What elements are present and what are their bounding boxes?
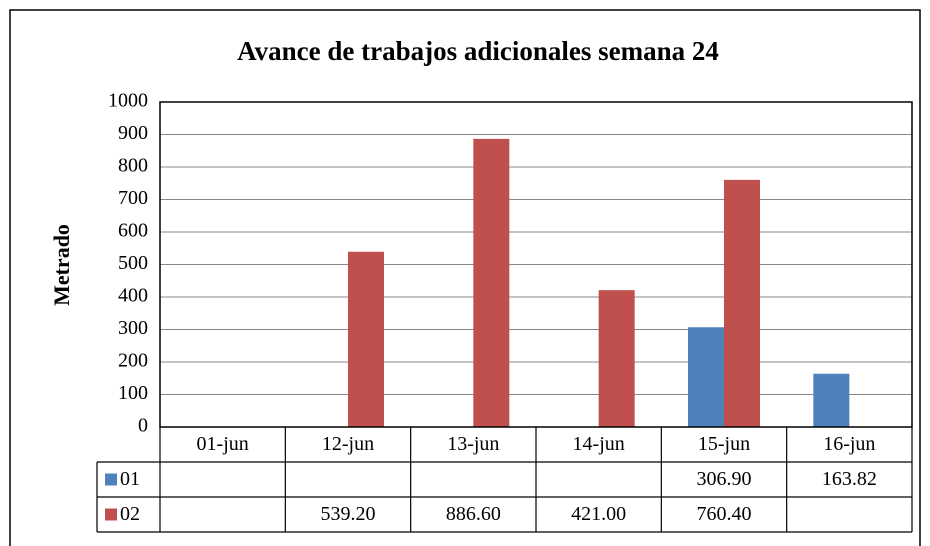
bar	[473, 138, 510, 428]
data-label: 760.40	[697, 503, 752, 525]
y-tick-label: 500	[118, 252, 148, 274]
x-tick-label: 13-jun	[447, 433, 499, 455]
bar	[813, 373, 850, 427]
x-tick-label: 15-jun	[698, 433, 750, 455]
chart-title: Avance de trabajos adicionales semana 24	[237, 36, 719, 66]
data-label: 886.60	[446, 503, 501, 525]
chart-border	[9, 9, 921, 546]
data-label: 163.82	[822, 468, 877, 490]
legend-label: 02	[120, 503, 140, 525]
y-tick-label: 900	[118, 122, 148, 144]
y-tick-label: 400	[118, 285, 148, 307]
data-label: 421.00	[571, 503, 626, 525]
legend-swatch	[105, 508, 117, 521]
y-tick-label: 300	[118, 317, 148, 339]
y-tick-label: 100	[118, 382, 148, 404]
bar	[688, 327, 724, 427]
bar	[724, 179, 760, 427]
y-tick-label: 800	[118, 155, 148, 177]
legend-swatch	[105, 473, 117, 486]
bar	[348, 251, 384, 427]
y-tick-label: 200	[118, 350, 148, 372]
x-tick-label: 16-jun	[823, 433, 875, 455]
data-label: 306.90	[697, 468, 752, 490]
y-axis-label: Metrado	[49, 224, 74, 306]
legend-label: 01	[120, 468, 140, 490]
x-tick-label: 12-jun	[322, 433, 374, 455]
x-tick-label: 14-jun	[573, 433, 625, 455]
y-tick-label: 700	[118, 187, 148, 209]
y-tick-label: 0	[138, 415, 148, 437]
x-tick-label: 01-jun	[197, 433, 249, 455]
y-tick-label: 600	[118, 220, 148, 242]
data-label: 539.20	[321, 503, 376, 525]
y-tick-label: 1000	[108, 90, 148, 112]
bar	[598, 290, 635, 427]
